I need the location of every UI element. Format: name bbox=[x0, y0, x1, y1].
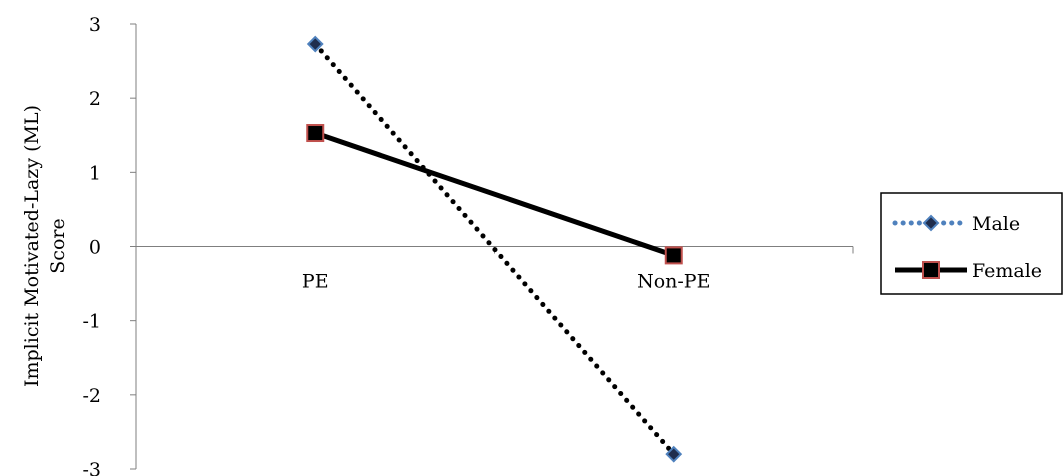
x-tick-label: PE bbox=[302, 271, 329, 293]
data-point-male bbox=[306, 35, 324, 53]
legend-label-female: Female bbox=[972, 260, 1042, 282]
y-axis-title: Implicit Motivated-Lazy (ML) Score bbox=[21, 105, 69, 387]
data-point-female bbox=[306, 124, 325, 143]
data-point-male bbox=[665, 445, 683, 463]
y-axis-label: Implicit Motivated-Lazy (ML) Score bbox=[21, 105, 69, 387]
axes: 3 2 1 0 -1 -2 -3 PE Non-PE bbox=[82, 14, 854, 476]
series-male bbox=[306, 35, 683, 463]
y-tick-label: 1 bbox=[89, 162, 101, 184]
y-tick-label: -2 bbox=[82, 385, 101, 407]
y-axis-label-line: Score bbox=[47, 218, 69, 273]
legend-marker-male bbox=[922, 214, 940, 232]
legend-box bbox=[880, 192, 1063, 295]
y-axis-label-line: Implicit Motivated-Lazy (ML) bbox=[21, 105, 43, 387]
y-tick-label: 2 bbox=[89, 88, 101, 110]
x-tick-label: Non-PE bbox=[637, 271, 710, 293]
y-tick-label: -3 bbox=[82, 459, 101, 476]
y-tick-label: 3 bbox=[89, 14, 101, 36]
legend-marker-female bbox=[922, 261, 940, 279]
series-female bbox=[306, 124, 683, 265]
legend-label-male: Male bbox=[972, 213, 1020, 235]
legend: Male Female bbox=[880, 192, 1063, 295]
y-tick-label: -1 bbox=[82, 311, 101, 333]
data-point-female bbox=[664, 246, 683, 265]
y-tick-label: 0 bbox=[89, 237, 101, 259]
series-line-male bbox=[312, 41, 677, 457]
series-layer bbox=[306, 35, 683, 463]
series-line-female bbox=[314, 130, 675, 258]
